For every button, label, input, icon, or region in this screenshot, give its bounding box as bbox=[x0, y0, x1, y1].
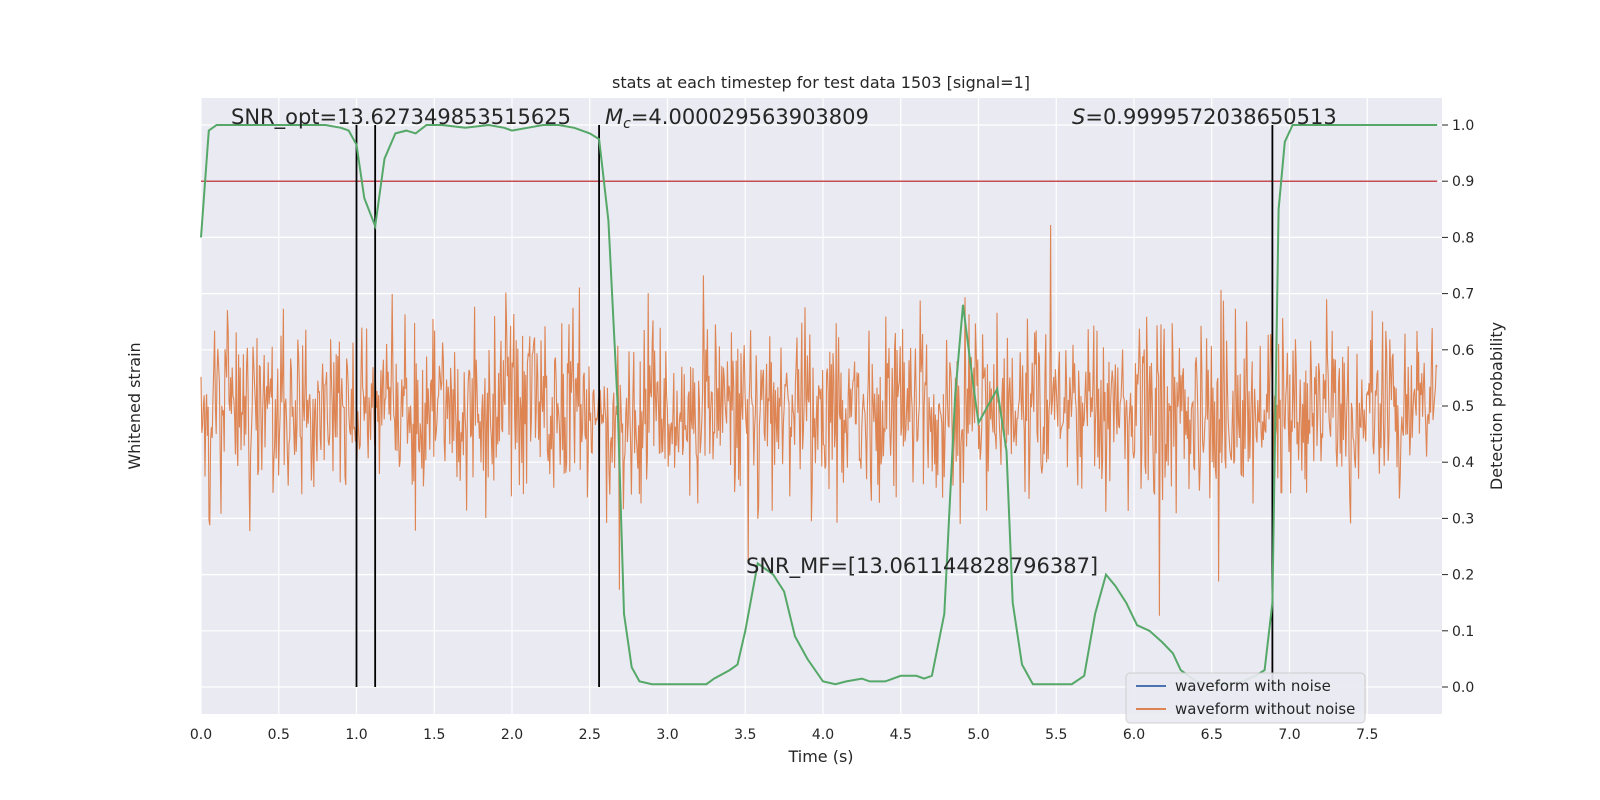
y-tick-label: 0.9 bbox=[1452, 174, 1474, 190]
x-tick-label: 5.5 bbox=[1045, 727, 1067, 743]
x-tick-label: 0.5 bbox=[268, 727, 290, 743]
y-tick-label: 0.2 bbox=[1452, 568, 1474, 584]
y-tick-label: 0.6 bbox=[1452, 343, 1474, 359]
y-tick-label: 0.3 bbox=[1452, 511, 1474, 527]
legend-label-with-noise: waveform with noise bbox=[1175, 677, 1331, 695]
x-tick-label: 6.0 bbox=[1123, 727, 1145, 743]
x-tick-label: 4.5 bbox=[890, 727, 912, 743]
x-tick-label: 0.0 bbox=[190, 727, 212, 743]
x-tick-label: 2.0 bbox=[501, 727, 523, 743]
x-tick-labels: 0.0 0.5 1.0 1.5 2.0 2.5 3.0 3.5 4.0 4.5 5.0 5.5 6.0 6… bbox=[190, 727, 1379, 743]
x-tick-label: 3.5 bbox=[734, 727, 756, 743]
y-tick-label: 0.0 bbox=[1452, 680, 1474, 696]
x-tick-label: 2.5 bbox=[579, 727, 601, 743]
y-tick-label: 0.7 bbox=[1452, 287, 1474, 303]
x-tick-label: 7.0 bbox=[1278, 727, 1300, 743]
x-tick-label: 1.5 bbox=[423, 727, 445, 743]
y-tick-label: 0.5 bbox=[1452, 399, 1474, 415]
legend: waveform with noise waveform without noi… bbox=[1125, 672, 1366, 724]
x-tick-label: 7.5 bbox=[1356, 727, 1378, 743]
waveform-without-noise-series bbox=[200, 224, 1438, 616]
y-tick-label: 0.4 bbox=[1452, 455, 1474, 471]
legend-box bbox=[1125, 672, 1366, 724]
y-axis-label-right: Detection probability bbox=[1487, 322, 1506, 490]
snr-opt-annotation: SNR_opt=13.627349853515625 bbox=[231, 105, 571, 130]
snr-mf-annotation: SNR_MF=[13.061144828796387] bbox=[746, 554, 1098, 579]
x-tick-label: 3.0 bbox=[656, 727, 678, 743]
x-axis-label: Time (s) bbox=[787, 747, 853, 766]
y-axis-label-left: Whitened strain bbox=[125, 342, 144, 469]
chart-title: stats at each timestep for test data 150… bbox=[612, 73, 1030, 92]
x-tick-label: 5.0 bbox=[967, 727, 989, 743]
x-tick-label: 4.0 bbox=[812, 727, 834, 743]
y-tick-label: 1.0 bbox=[1452, 118, 1474, 134]
y-tick-labels-right: 0.0 0.1 0.2 0.3 0.4 0.5 0.6 0.7 0.8 0.9 1.0 bbox=[1442, 118, 1474, 696]
detection-probability-line bbox=[200, 123, 1438, 686]
s-annotation: S=0.9999572038650513 bbox=[1072, 105, 1337, 129]
x-tick-label: 6.5 bbox=[1201, 727, 1223, 743]
x-tick-label: 1.0 bbox=[345, 727, 367, 743]
event-lines bbox=[355, 125, 1274, 687]
y-tick-label: 0.1 bbox=[1452, 624, 1474, 640]
y-tick-label: 0.8 bbox=[1452, 230, 1474, 246]
chirp-mass-annotation: Mc=4.000029563903809 bbox=[605, 105, 869, 132]
legend-label-without-noise: waveform without noise bbox=[1175, 700, 1355, 718]
